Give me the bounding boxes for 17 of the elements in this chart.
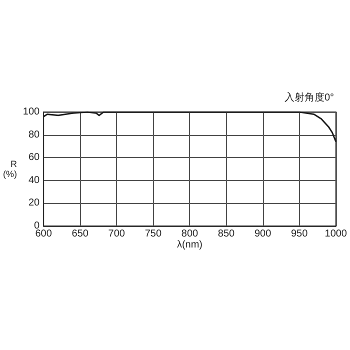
x-axis-title: λ(nm)	[176, 240, 203, 250]
x-tick-label: 650	[72, 228, 89, 240]
y-tick-label: 100	[22, 106, 40, 118]
text: 入射角度0°	[284, 92, 334, 104]
x-tick-label: 850	[218, 228, 236, 240]
x-tick-label: 950	[290, 228, 308, 240]
y-tick-label: 40	[28, 174, 40, 186]
y-tick-label: 60	[28, 152, 40, 164]
y-tick-label: 20	[28, 198, 40, 209]
x-tick-label: 750	[144, 228, 162, 240]
y-tick-label: 80	[28, 129, 40, 140]
x-tick-label: 900	[254, 228, 272, 240]
y-axis-title: R (%)	[2, 159, 18, 179]
x-tick-label: 800	[181, 228, 199, 240]
x-tick-label: 1000	[324, 228, 348, 240]
x-tick-label: 700	[108, 228, 126, 240]
x-tick-label: 600	[35, 228, 52, 240]
